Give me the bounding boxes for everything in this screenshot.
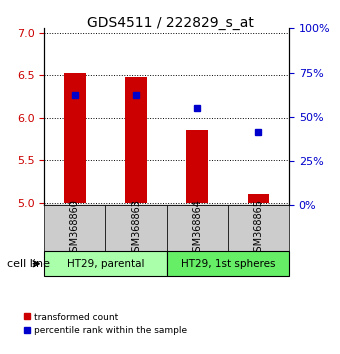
Bar bbox=[186, 130, 208, 203]
Text: GSM368864: GSM368864 bbox=[192, 199, 202, 258]
Text: GSM368865: GSM368865 bbox=[253, 199, 264, 258]
Bar bbox=[125, 77, 147, 203]
Text: GDS4511 / 222829_s_at: GDS4511 / 222829_s_at bbox=[87, 16, 253, 30]
Bar bbox=[228, 205, 289, 251]
Text: HT29, 1st spheres: HT29, 1st spheres bbox=[181, 259, 275, 269]
Bar bbox=[44, 251, 167, 276]
Bar bbox=[248, 194, 269, 203]
Bar bbox=[167, 251, 289, 276]
Legend: transformed count, percentile rank within the sample: transformed count, percentile rank withi… bbox=[21, 309, 191, 339]
Bar bbox=[44, 205, 105, 251]
Text: HT29, parental: HT29, parental bbox=[67, 259, 144, 269]
Bar bbox=[64, 73, 86, 203]
Bar bbox=[167, 205, 228, 251]
Text: GSM368863: GSM368863 bbox=[131, 199, 141, 258]
Bar bbox=[105, 205, 167, 251]
Text: cell line: cell line bbox=[7, 259, 50, 269]
Text: GSM368860: GSM368860 bbox=[70, 199, 80, 258]
